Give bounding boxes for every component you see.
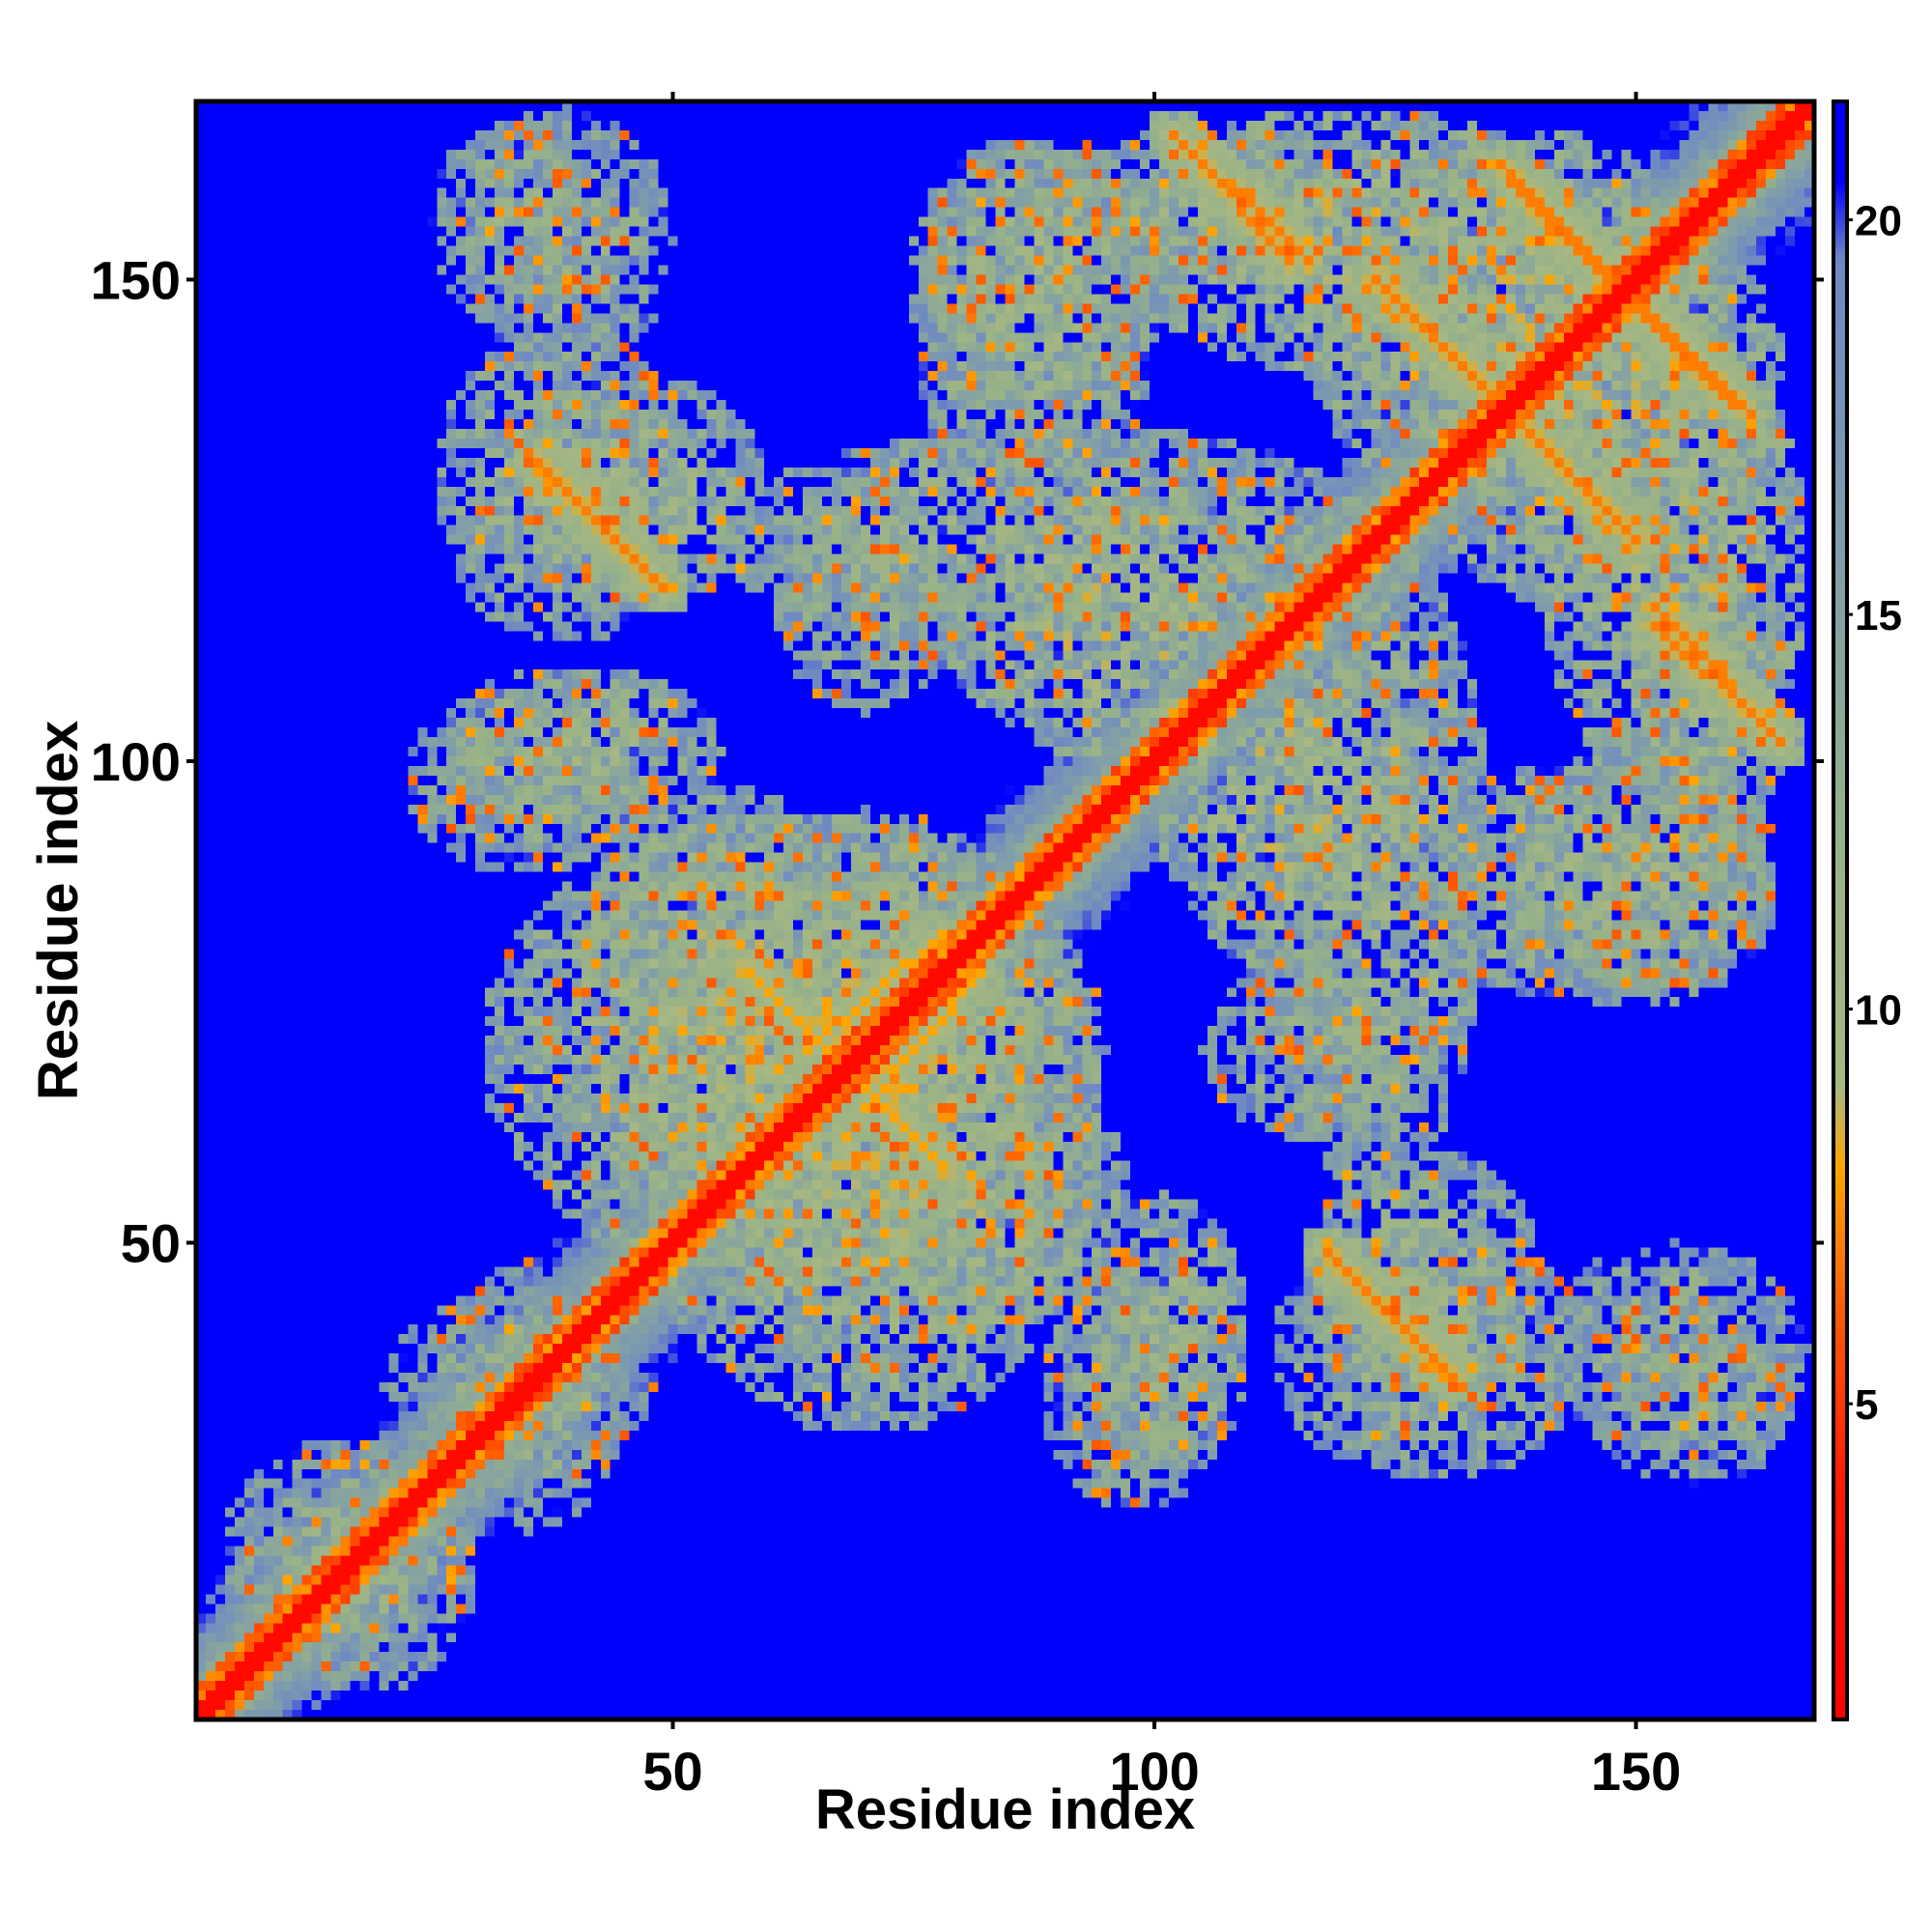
- colorbar: 5 10 15 20: [1832, 99, 1902, 1721]
- colorbar-tick-label: 20: [1855, 198, 1902, 245]
- y-tick-label: 150: [91, 249, 181, 310]
- colorbar-tick-label: 5: [1855, 1381, 1878, 1429]
- y-axis: 50 100 150: [91, 249, 1824, 1273]
- x-tick-label: 150: [1591, 1741, 1681, 1802]
- plot-frame: [193, 99, 1817, 1722]
- x-axis-title: Residue index: [815, 1778, 1195, 1841]
- x-axis: 50 100 150: [642, 92, 1681, 1802]
- y-tick-label: 50: [121, 1212, 181, 1273]
- colorbar-gradient: [1832, 99, 1849, 1721]
- colorbar-tick-label: 10: [1855, 987, 1902, 1035]
- x-tick-label: 100: [1109, 1741, 1199, 1802]
- x-tick-label: 50: [642, 1741, 702, 1802]
- y-tick-label: 100: [91, 731, 181, 792]
- y-axis-title: Residue index: [27, 721, 90, 1100]
- colorbar-tick-label: 15: [1855, 592, 1902, 639]
- heatmap-plot-area: [193, 99, 1817, 1722]
- heatmap-cells: [196, 101, 1814, 1719]
